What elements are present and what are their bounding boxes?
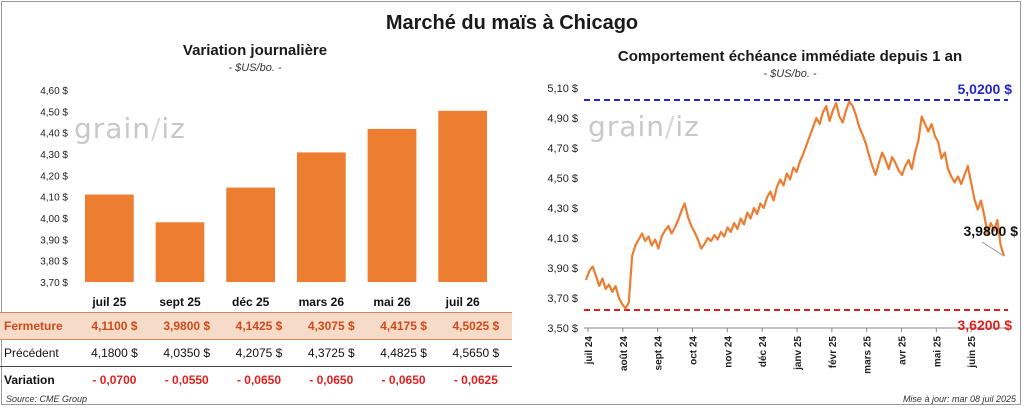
- row-label: Précédent: [0, 339, 79, 367]
- y-tick-label: 3,70 $: [40, 278, 68, 289]
- table-cell: - 0,0550: [164, 373, 209, 387]
- row-label: Fermeture: [0, 312, 79, 340]
- bar: [155, 222, 205, 282]
- table-cell: 4,3725 $: [295, 339, 368, 367]
- bar: [226, 187, 276, 282]
- table-cell: 4,0350 $: [150, 339, 223, 367]
- line-chart-title: Comportement échéance immédiate depuis 1…: [617, 48, 963, 65]
- x-tick-label: juil 25: [91, 295, 126, 309]
- price-table: Fermeture 4,1100 $ 3,9800 $ 4,1425 $ 4,3…: [0, 312, 512, 393]
- bar-chart-unit: - $US/bo. -: [228, 62, 282, 74]
- table-row-previous: Précédent 4,1800 $ 4,0350 $ 4,2075 $ 4,3…: [0, 339, 512, 367]
- y-tick-label: 4,40 $: [40, 129, 68, 140]
- table-cell: 4,5650 $: [439, 339, 512, 367]
- x-tick-label: déc 25: [232, 295, 270, 309]
- table-cell: 4,5025 $: [439, 312, 512, 340]
- table-cell: - 0,0625: [453, 373, 498, 387]
- table-cell: 4,1800 $: [78, 339, 151, 367]
- update-note: Mise à jour: mar 08 juil 2025: [902, 394, 1016, 404]
- y-tick-label: 4,30 $: [40, 150, 68, 161]
- table-cell: - 0,0650: [381, 373, 426, 387]
- table-cell: 4,3075 $: [295, 312, 368, 340]
- table-cell: - 0,0650: [236, 373, 282, 387]
- table-cell: 4,4825 $: [367, 339, 440, 367]
- y-tick-label: 3,80 $: [40, 257, 68, 268]
- line-chart-unit: - $US/bo. -: [763, 68, 817, 80]
- table-cell: 4,2075 $: [222, 339, 296, 367]
- y-tick-label: 4,20 $: [40, 171, 68, 182]
- bar: [84, 194, 134, 282]
- line-chart-watermark: grain/iz: [588, 110, 700, 143]
- table-cell: 4,1100 $: [78, 312, 151, 340]
- bar: [438, 110, 488, 282]
- table-row-close: Fermeture 4,1100 $ 3,9800 $ 4,1425 $ 4,3…: [0, 312, 512, 340]
- source-note: Source: CME Group: [6, 394, 88, 404]
- y-tick-label: 4,10 $: [40, 193, 68, 204]
- x-tick-label: sept 25: [159, 295, 201, 309]
- table-cell: - 0,0650: [309, 373, 354, 387]
- x-tick-label: mars 26: [299, 295, 345, 309]
- bar-chart: 3,70 $ 3,80 $ 3,90 $ 4,00 $ 4,10 $ 4,20 $ 4,30…: [40, 86, 488, 309]
- row-label: Variation: [4, 373, 55, 387]
- table-cell: 3,9800 $: [150, 312, 223, 340]
- bar-chart-watermark: grain/iz: [74, 112, 186, 145]
- y-tick-label: 4,00 $: [40, 214, 68, 225]
- bar: [296, 152, 346, 282]
- table-row-variation: Variation - 0,0700 - 0,0550 - 0,0650 - 0…: [0, 367, 512, 394]
- bar: [367, 128, 417, 282]
- x-tick-label: mai 26: [373, 295, 411, 309]
- main-title: Marché du maïs à Chicago: [385, 12, 639, 34]
- bar-chart-title: Variation journalière: [182, 42, 328, 59]
- y-tick-label: 4,60 $: [40, 86, 68, 97]
- y-tick-label: 4,50 $: [40, 107, 68, 118]
- table-cell: 4,1425 $: [222, 312, 296, 340]
- table-cell: 4,4175 $: [367, 312, 440, 340]
- y-tick-label: 3,90 $: [40, 235, 68, 246]
- x-tick-label: juil 26: [445, 295, 480, 309]
- table-cell: - 0,0700: [92, 373, 137, 387]
